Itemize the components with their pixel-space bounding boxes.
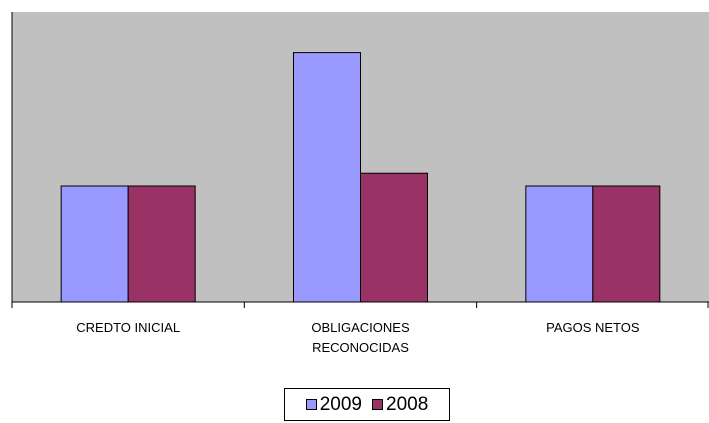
bar-2009-3	[525, 185, 594, 303]
category-label-3: PAGOS NETOS	[546, 320, 640, 335]
legend: 2009 2008	[284, 388, 450, 421]
bars-group	[60, 52, 661, 303]
legend-swatch-2008	[372, 399, 383, 410]
legend-item-2009: 2009	[305, 393, 362, 416]
legend-swatch-2009	[305, 399, 317, 410]
bar-2009-2	[293, 52, 361, 303]
bar-2008-1	[127, 185, 196, 303]
legend-item-2008: 2008	[372, 394, 428, 416]
bar-2008-3	[592, 185, 661, 303]
legend-label-2008: 2008	[386, 393, 429, 415]
legend-label-2009: 2009	[319, 393, 362, 415]
category-label-2: OBLIGACIONES RECONOCIDAS	[311, 320, 410, 355]
bar-2008-2	[360, 172, 428, 303]
category-label-1: CREDTO INICIAL	[76, 320, 181, 335]
x-axis-ticks	[11, 302, 709, 308]
bar-2009-1	[60, 185, 129, 303]
